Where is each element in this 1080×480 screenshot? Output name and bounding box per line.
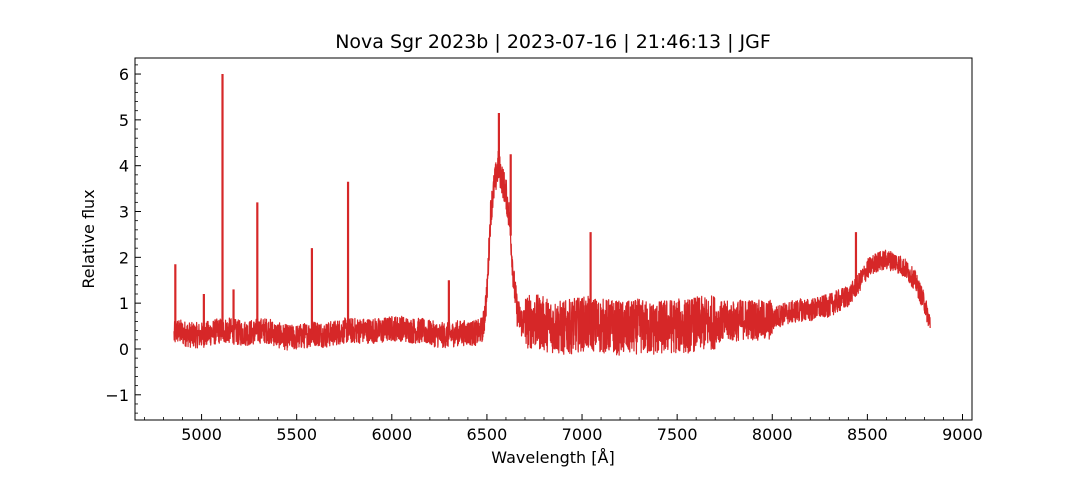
y-tick-label: 1 [119,294,129,313]
y-axis-label: Relative flux [79,189,98,288]
x-axis-label: Wavelength [Å] [491,448,614,467]
y-tick-label: 6 [119,65,129,84]
x-tick-label: 9000 [942,425,983,444]
x-axis: 5000 5500 6000 6500 7000 7500 8000 8500 9000 [144,414,983,444]
y-tick-label: 5 [119,111,129,130]
plot-frame [134,57,973,421]
x-tick-label: 6500 [467,425,508,444]
x-tick-label: 7500 [657,425,698,444]
x-tick-label: 8000 [752,425,793,444]
x-tick-label: 5500 [276,425,317,444]
x-tick-label: 6000 [371,425,412,444]
series-layer [173,74,931,356]
x-tick-label: 8500 [847,425,888,444]
spectrum-line [173,150,931,356]
y-tick-label: −1 [105,386,129,405]
y-tick-label: 2 [119,248,129,267]
chart-title: Nova Sgr 2023b | 2023-07-16 | 21:46:13 |… [335,31,771,53]
x-tick-label: 5000 [181,425,222,444]
x-tick-label: 7000 [562,425,603,444]
y-tick-label: 4 [119,157,129,176]
y-tick-label: 3 [119,203,129,222]
y-axis: −1 0 1 2 3 4 5 6 [105,64,141,414]
y-tick-label: 0 [119,340,129,359]
